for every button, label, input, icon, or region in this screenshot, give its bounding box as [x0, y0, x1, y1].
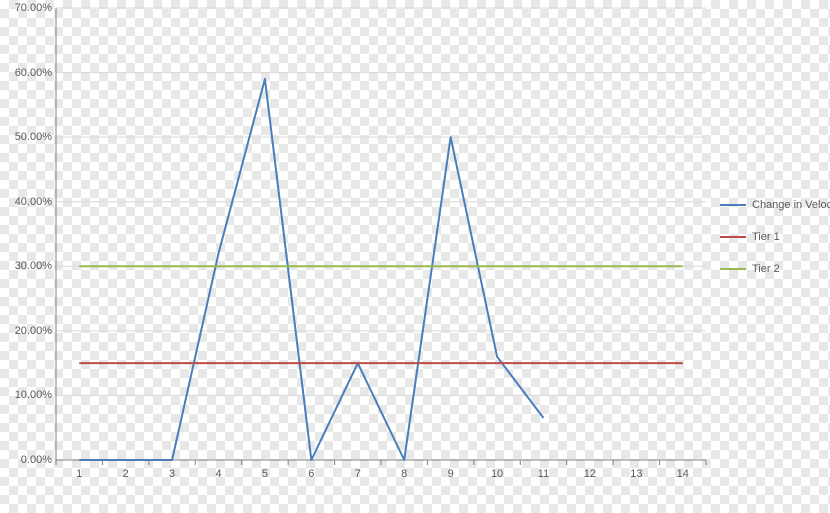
x-tick-label: 11: [538, 468, 549, 480]
chart-svg: [0, 0, 830, 513]
x-tick-label: 10: [491, 468, 503, 480]
x-tick-label: 6: [308, 468, 314, 480]
y-tick-label: 30.00%: [4, 260, 52, 272]
y-tick-label: 40.00%: [4, 196, 52, 208]
y-tick-label: 10.00%: [4, 389, 52, 401]
y-tick-label: 50.00%: [4, 131, 52, 143]
chart-stage: 0.00% 10.00% 20.00% 30.00% 40.00% 50.00% 60.00…: [0, 0, 830, 513]
legend-label: Tier 2: [752, 263, 780, 275]
legend-entry: Change in Velocity: [720, 198, 830, 212]
legend-swatch: [720, 268, 746, 270]
legend-label: Change in Velocity: [752, 199, 830, 211]
x-tick-label: 4: [215, 468, 221, 480]
x-tick-label: 5: [262, 468, 268, 480]
legend-swatch: [720, 236, 746, 238]
y-tick-label: 20.00%: [4, 325, 52, 337]
x-tick-label: 3: [169, 468, 175, 480]
chart-legend: Change in Velocity Tier 1 Tier 2: [720, 198, 830, 294]
y-tick-label: 70.00%: [4, 2, 52, 14]
x-tick-label: 13: [630, 468, 642, 480]
x-tick-label: 12: [584, 468, 596, 480]
x-tick-label: 8: [401, 468, 407, 480]
x-tick-label: 14: [677, 468, 689, 480]
x-axis-labels: 1234567891011121314: [0, 468, 830, 484]
y-tick-label: 60.00%: [4, 67, 52, 79]
legend-entry: Tier 2: [720, 262, 830, 276]
x-tick-label: 1: [76, 468, 82, 480]
legend-label: Tier 1: [752, 231, 780, 243]
legend-swatch: [720, 204, 746, 206]
x-tick-label: 2: [123, 468, 129, 480]
legend-entry: Tier 1: [720, 230, 830, 244]
x-tick-label: 9: [448, 468, 454, 480]
x-tick-label: 7: [355, 468, 361, 480]
y-tick-label: 0.00%: [4, 454, 52, 466]
